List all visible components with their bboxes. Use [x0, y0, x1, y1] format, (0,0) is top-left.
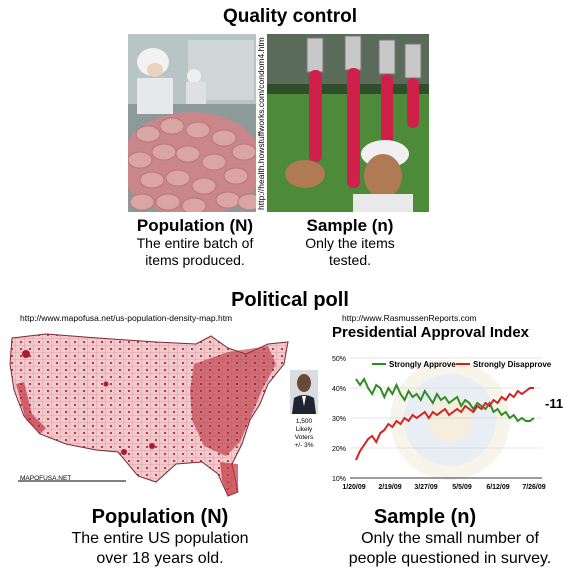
- quality-sample-line1: Only the items: [305, 235, 395, 251]
- poll-note-voters: Voters: [294, 434, 314, 441]
- poll-note-count: 1,500: [295, 418, 313, 425]
- quality-population-line2: items produced.: [145, 252, 245, 268]
- quality-population-title: Population (N): [136, 216, 254, 235]
- strongly-approve-line: [355, 376, 535, 423]
- x-tick-label: 5/5/09: [452, 484, 472, 491]
- poll-sample-line1: Only the small number of: [361, 530, 539, 547]
- legend-label: Strongly Approve: [389, 360, 456, 369]
- y-tick-label: 10%: [332, 476, 346, 483]
- x-tick-label: 2/19/09: [378, 484, 401, 491]
- x-tick-label: 6/12/09: [486, 484, 509, 491]
- quality-population-line1: The entire batch of: [136, 235, 254, 251]
- mapofusa-credit: MAPOFUSA.NET: [20, 475, 72, 482]
- seal-watermark: [390, 360, 510, 480]
- tester-photo: [267, 34, 429, 212]
- x-tick-label: 7/26/09: [522, 484, 545, 491]
- poll-note-likely: Likely: [295, 426, 313, 433]
- rasmussen-url: http://www.RasmussenReports.com: [342, 313, 477, 323]
- poll-population-line1: The entire US population: [71, 530, 249, 547]
- candidate-photo: [290, 370, 318, 414]
- y-tick-label: 40%: [332, 386, 346, 393]
- net-index-annotation: -11: [545, 396, 563, 411]
- x-tick-label: 3/27/09: [414, 484, 437, 491]
- y-tick-label: 20%: [332, 446, 346, 453]
- legend-label: Strongly Disapprove: [473, 360, 552, 369]
- poll-sample-title: Sample (n): [373, 506, 477, 528]
- howstuffworks-url: http://health.howstuffworks.com/condom4.…: [256, 37, 266, 210]
- quality-sample-title: Sample (n): [306, 216, 394, 235]
- mapofusa-url: http://www.mapofusa.net/us-population-de…: [20, 313, 233, 323]
- us-population-map: [6, 324, 296, 500]
- poll-sample-line2: people questioned in survey.: [348, 550, 552, 567]
- chart-title: Presidential Approval Index: [332, 324, 529, 341]
- y-tick-label: 50%: [332, 356, 346, 363]
- quality-control-title: Quality control: [222, 6, 358, 27]
- strongly-disapprove-line: [355, 387, 534, 461]
- poll-note-margin: +/- 3%: [294, 442, 314, 449]
- batch-photo: [128, 34, 256, 212]
- poll-population-line2: over 18 years old.: [96, 550, 224, 567]
- quality-sample-line2: tested.: [328, 252, 372, 268]
- approval-chart: 50% 40% 30% 20% 10% 1/20/09 2/19/09 3/27/09 5/5…: [332, 356, 563, 491]
- political-poll-title: Political poll: [231, 289, 349, 311]
- poll-population-title: Population (N): [91, 506, 229, 528]
- y-tick-label: 30%: [332, 416, 346, 423]
- x-tick-label: 1/20/09: [342, 484, 365, 491]
